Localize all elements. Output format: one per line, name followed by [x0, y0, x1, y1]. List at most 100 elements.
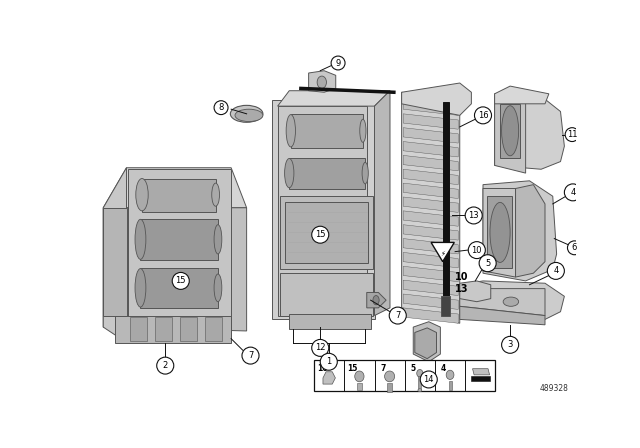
Polygon shape — [367, 293, 386, 308]
Text: 3: 3 — [508, 340, 513, 349]
Circle shape — [502, 336, 518, 353]
Ellipse shape — [446, 370, 454, 379]
Circle shape — [157, 357, 174, 374]
Circle shape — [565, 128, 579, 142]
Ellipse shape — [286, 115, 296, 147]
Circle shape — [568, 241, 581, 255]
Ellipse shape — [418, 389, 422, 392]
Polygon shape — [155, 317, 172, 341]
Polygon shape — [291, 114, 363, 148]
Polygon shape — [472, 369, 490, 375]
Circle shape — [468, 241, 485, 258]
Polygon shape — [500, 104, 520, 158]
Ellipse shape — [317, 76, 326, 88]
Text: 8: 8 — [218, 103, 224, 112]
Polygon shape — [415, 328, 436, 359]
Polygon shape — [140, 220, 218, 260]
Polygon shape — [460, 289, 545, 315]
Ellipse shape — [417, 370, 423, 377]
Circle shape — [331, 56, 345, 70]
Ellipse shape — [135, 220, 146, 259]
Polygon shape — [403, 211, 458, 226]
Polygon shape — [403, 280, 458, 296]
Ellipse shape — [214, 225, 222, 254]
Polygon shape — [103, 208, 127, 315]
Polygon shape — [403, 169, 458, 185]
Circle shape — [214, 101, 228, 115]
Polygon shape — [272, 100, 374, 319]
Circle shape — [312, 340, 329, 356]
Ellipse shape — [360, 119, 366, 142]
Text: 14: 14 — [424, 375, 434, 384]
Text: 5: 5 — [411, 364, 416, 373]
Polygon shape — [460, 306, 545, 325]
Ellipse shape — [230, 105, 263, 122]
Polygon shape — [403, 197, 458, 212]
Polygon shape — [449, 381, 452, 390]
Text: 10: 10 — [472, 246, 482, 254]
Text: 11: 11 — [567, 130, 577, 139]
Text: 7: 7 — [380, 364, 386, 373]
Polygon shape — [323, 372, 335, 384]
Text: 15: 15 — [348, 364, 358, 373]
Text: 9: 9 — [335, 59, 340, 68]
Polygon shape — [460, 281, 564, 319]
Polygon shape — [131, 317, 147, 341]
Text: 6: 6 — [572, 243, 577, 252]
Text: ⚡: ⚡ — [440, 251, 445, 257]
Polygon shape — [483, 189, 516, 277]
Polygon shape — [374, 90, 390, 315]
Polygon shape — [403, 238, 458, 254]
Polygon shape — [278, 90, 390, 106]
Text: 16: 16 — [317, 364, 328, 373]
Polygon shape — [403, 252, 458, 268]
Text: 489328: 489328 — [540, 383, 568, 392]
Circle shape — [479, 255, 496, 271]
Text: 7: 7 — [248, 351, 253, 360]
Circle shape — [389, 307, 406, 324]
Text: 4: 4 — [441, 364, 446, 373]
Circle shape — [465, 207, 482, 224]
Circle shape — [320, 353, 337, 370]
Ellipse shape — [362, 162, 368, 184]
Ellipse shape — [136, 178, 148, 211]
Ellipse shape — [385, 371, 395, 382]
Circle shape — [564, 184, 581, 201]
Polygon shape — [487, 196, 513, 268]
Text: 5: 5 — [485, 258, 490, 268]
Polygon shape — [413, 322, 440, 362]
Polygon shape — [403, 225, 458, 240]
Text: 13: 13 — [468, 211, 479, 220]
Polygon shape — [103, 208, 246, 331]
Circle shape — [312, 226, 329, 243]
Polygon shape — [180, 317, 197, 341]
Polygon shape — [289, 158, 365, 189]
Polygon shape — [431, 242, 454, 262]
Polygon shape — [357, 383, 362, 390]
Polygon shape — [483, 181, 557, 281]
Polygon shape — [103, 168, 246, 208]
Text: 2: 2 — [163, 361, 168, 370]
Text: 16: 16 — [477, 111, 488, 120]
Text: 1: 1 — [326, 357, 332, 366]
Circle shape — [547, 263, 564, 280]
Polygon shape — [115, 315, 231, 343]
Text: 4: 4 — [553, 267, 559, 276]
Text: 13: 13 — [455, 284, 468, 293]
Polygon shape — [280, 196, 373, 269]
Text: 15: 15 — [315, 230, 326, 239]
Ellipse shape — [373, 296, 379, 305]
Ellipse shape — [355, 371, 364, 382]
Polygon shape — [128, 169, 231, 339]
Polygon shape — [495, 94, 564, 169]
Polygon shape — [403, 294, 458, 310]
Text: 4: 4 — [570, 188, 575, 197]
Text: 7: 7 — [395, 311, 401, 320]
Polygon shape — [403, 114, 458, 129]
Polygon shape — [278, 106, 367, 315]
Polygon shape — [142, 178, 216, 211]
Polygon shape — [387, 383, 392, 392]
Polygon shape — [495, 96, 525, 173]
Polygon shape — [403, 100, 458, 116]
Polygon shape — [419, 376, 421, 390]
